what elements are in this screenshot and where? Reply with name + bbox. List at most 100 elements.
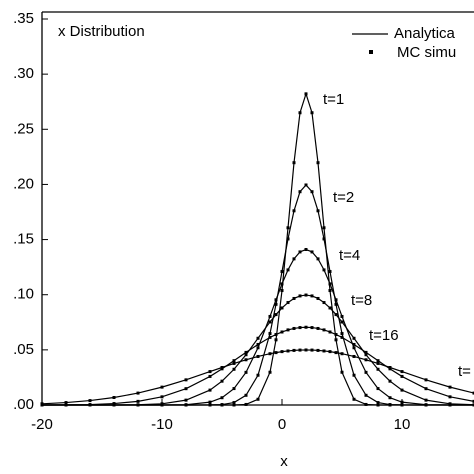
mc-point [322,268,326,272]
mc-point [388,366,392,370]
mc-point [328,350,332,354]
mc-point [280,289,284,293]
mc-point [328,289,332,293]
mc-point [328,282,332,286]
mc-point [274,313,278,317]
mc-point [364,393,368,397]
mc-point [340,370,344,374]
mc-point [364,350,368,354]
mc-point [232,403,236,407]
mc-point [88,403,92,407]
mc-point [274,351,278,355]
mc-point [232,359,236,363]
mc-point [376,359,380,363]
mc-point [424,387,428,391]
mc-point [376,367,380,371]
mc-point [232,401,236,405]
mc-point [352,354,356,358]
mc-point [244,350,248,354]
mc-point [400,374,404,378]
analytical-line [42,294,474,406]
mc-point [292,161,296,165]
mc-point [292,257,296,261]
mc-point [208,400,212,404]
mc-point [328,330,332,334]
mc-point [136,391,140,395]
mc-point [232,367,236,371]
mc-point [160,385,164,389]
mc-point [400,403,404,407]
mc-point [424,403,428,407]
mc-point [376,403,380,407]
mc-point [256,346,260,350]
y-tick-label: .25 [13,120,34,137]
mc-point [184,387,188,391]
legend-background [348,22,474,64]
series-label: t=1 [323,91,344,108]
mc-point [352,336,356,340]
mc-point [298,326,302,330]
mc-point [208,370,212,374]
mc-point [472,399,474,403]
mc-point [244,358,248,362]
mc-point [208,374,212,378]
mc-point [322,349,326,353]
mc-point [448,402,452,406]
mc-point [424,398,428,402]
mc-point [244,402,248,406]
mc-point [280,306,284,310]
x-axis-label: x [280,453,288,470]
mc-point [364,370,368,374]
mc-point [424,378,428,382]
mc-point [322,226,326,230]
series-label: t=16 [369,327,399,344]
mc-point [220,396,224,400]
analytical-line [42,248,474,406]
mc-point [298,348,302,352]
mc-point [298,111,302,115]
mc-point [292,209,296,213]
mc-point [184,403,188,407]
x-tick-label: 10 [394,416,411,433]
mc-point [388,403,392,407]
mc-point [220,403,224,407]
mc-point [268,320,272,324]
mc-point [112,396,116,400]
analytical-line [41,349,474,405]
y-tick-label: .20 [13,175,34,192]
mc-point [244,353,248,357]
mc-point [364,353,368,357]
mc-point [268,370,272,374]
mc-point [232,361,236,365]
mc-point [292,326,296,330]
y-tick-label: .05 [13,341,34,358]
mc-point [304,325,308,329]
mc-point [310,294,314,298]
y-tick-label: .30 [13,65,34,82]
mc-point [388,379,392,383]
mc-point [292,348,296,352]
mc-point [340,352,344,356]
mc-point [286,226,290,230]
mc-point [322,301,326,305]
mc-point [316,296,320,300]
mc-point [136,399,140,403]
mc-point [328,270,332,274]
mc-point [316,257,320,261]
mc-point [244,393,248,397]
mc-point [64,403,68,407]
annotation: x Distribution [58,23,145,40]
y-tick-label: .15 [13,231,34,248]
mc-point [316,326,320,330]
mc-point [340,332,344,336]
mc-point [220,366,224,370]
mc-point [256,354,260,358]
mc-point [304,183,308,187]
mc-point [340,320,344,324]
mc-point [400,400,404,404]
y-tick-label: .10 [13,286,34,303]
analytical-line [42,91,474,406]
y-tick-label: .00 [13,396,34,413]
mc-point [376,401,380,405]
mc-point [472,391,474,395]
